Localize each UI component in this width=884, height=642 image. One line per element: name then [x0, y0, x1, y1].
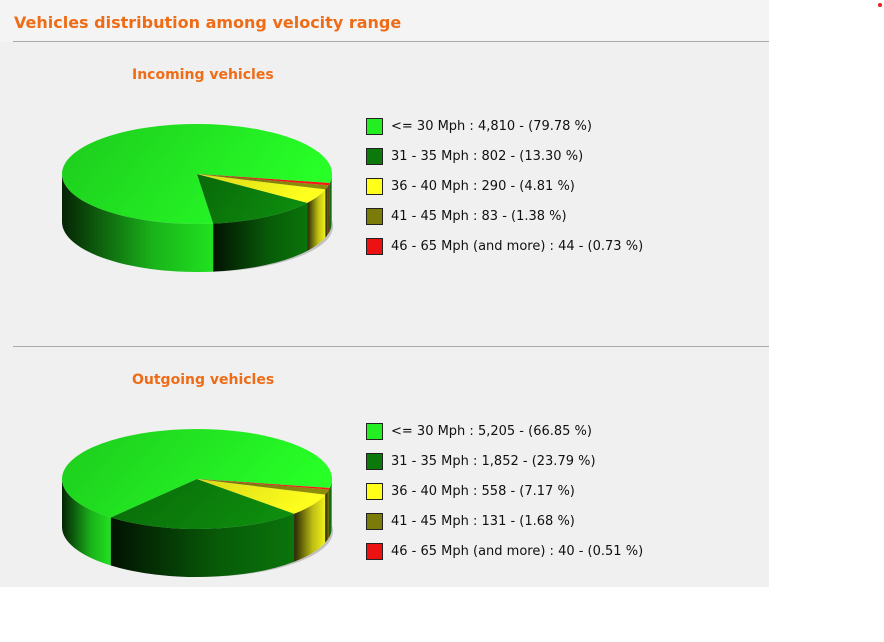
legend-label: <= 30 Mph : 5,205 - (66.85 %): [391, 423, 592, 439]
legend-item: 46 - 65 Mph (and more) : 40 - (0.51 %): [366, 541, 643, 561]
legend-swatch: [366, 177, 383, 195]
pie-chart-incoming: [62, 124, 333, 272]
pie-side-0: [62, 479, 111, 566]
chart-title-incoming: Incoming vehicles: [132, 67, 274, 83]
legend-item: 31 - 35 Mph : 802 - (13.30 %): [366, 146, 643, 166]
legend-swatch: [366, 117, 383, 135]
pie-slice-2: [197, 174, 326, 203]
legend-label: 41 - 45 Mph : 83 - (1.38 %): [391, 208, 567, 224]
legend-swatch: [366, 422, 383, 440]
legend-outgoing: <= 30 Mph : 5,205 - (66.85 %) 31 - 35 Mph…: [366, 421, 643, 571]
pie-slice-4: [197, 174, 330, 186]
legend-swatch: [366, 482, 383, 500]
legend-item: 41 - 45 Mph : 83 - (1.38 %): [366, 206, 643, 226]
legend-item: <= 30 Mph : 5,205 - (66.85 %): [366, 421, 643, 441]
legend-label: 31 - 35 Mph : 1,852 - (23.79 %): [391, 453, 596, 469]
legend-label: 36 - 40 Mph : 558 - (7.17 %): [391, 483, 575, 499]
pie-slice-0: [62, 429, 332, 518]
legend-item: 36 - 40 Mph : 290 - (4.81 %): [366, 176, 643, 196]
pie-side-3: [325, 185, 329, 238]
pie-side-4: [328, 182, 330, 234]
legend-label: 46 - 65 Mph (and more) : 40 - (0.51 %): [391, 543, 644, 559]
title-divider: [13, 41, 769, 42]
pie-side-0: [329, 174, 332, 231]
pie-slice-3: [197, 174, 329, 190]
legend-swatch: [366, 237, 383, 255]
legend-swatch: [366, 512, 383, 530]
pie-side-2: [307, 189, 326, 251]
legend-swatch: [366, 452, 383, 470]
legend-label: 36 - 40 Mph : 290 - (4.81 %): [391, 178, 575, 194]
legend-label: 31 - 35 Mph : 802 - (13.30 %): [391, 148, 584, 164]
pie-side-2: [294, 494, 326, 562]
incoming-chart-section: Incoming vehicles <= 30 Mph : 4,810 - (7…: [0, 67, 769, 337]
legend-swatch: [366, 207, 383, 225]
legend-incoming: <= 30 Mph : 4,810 - (79.78 %) 31 - 35 Mph…: [366, 116, 643, 266]
pie-side-1: [110, 513, 295, 577]
pie-slice-2: [197, 479, 326, 514]
status-dot: [878, 3, 882, 7]
legend-label: <= 30 Mph : 4,810 - (79.78 %): [391, 118, 592, 134]
legend-label: 46 - 65 Mph (and more) : 44 - (0.73 %): [391, 238, 644, 254]
legend-item: 46 - 65 Mph (and more) : 44 - (0.73 %): [366, 236, 643, 256]
header-band: [0, 0, 769, 42]
pie-side-0: [62, 174, 214, 272]
pie-side-0: [329, 479, 332, 536]
legend-item: 41 - 45 Mph : 131 - (1.68 %): [366, 511, 643, 531]
legend-item: <= 30 Mph : 4,810 - (79.78 %): [366, 116, 643, 136]
pie-slice-1: [110, 479, 295, 529]
pie-side-3: [325, 489, 329, 543]
pie-side-1: [213, 202, 308, 272]
legend-swatch: [366, 147, 383, 165]
legend-label: 41 - 45 Mph : 131 - (1.68 %): [391, 513, 575, 529]
outgoing-chart-section: Outgoing vehicles <= 30 Mph : 5,205 - (6…: [0, 372, 769, 642]
pie-chart-outgoing: [62, 429, 333, 577]
pie-slice-4: [197, 479, 330, 490]
section-divider: [13, 346, 769, 347]
legend-item: 36 - 40 Mph : 558 - (7.17 %): [366, 481, 643, 501]
legend-swatch: [366, 542, 383, 560]
page-title: Vehicles distribution among velocity ran…: [14, 13, 402, 32]
pie-side-4: [328, 487, 330, 538]
pie-slice-3: [197, 479, 329, 495]
legend-item: 31 - 35 Mph : 1,852 - (23.79 %): [366, 451, 643, 471]
pie-slice-1: [197, 174, 308, 224]
chart-title-outgoing: Outgoing vehicles: [132, 372, 275, 388]
